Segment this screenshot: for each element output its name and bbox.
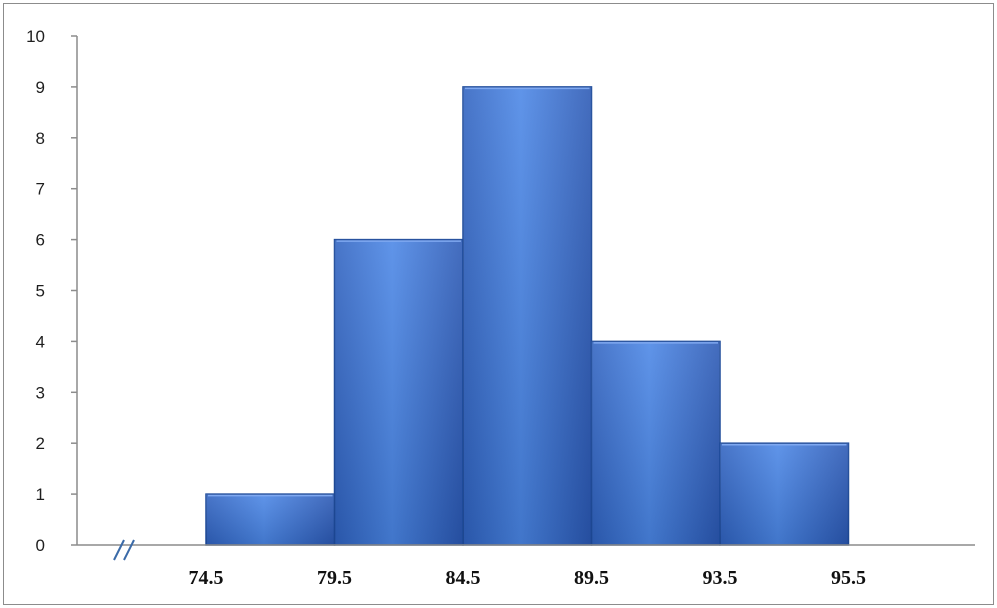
y-tick-label: 8 bbox=[36, 129, 45, 148]
x-tick-label: 93.5 bbox=[703, 567, 738, 589]
bar-shade bbox=[206, 494, 335, 545]
bar-shade bbox=[334, 239, 463, 545]
bar-shade bbox=[720, 443, 849, 545]
histogram-bar bbox=[462, 86, 593, 546]
x-tick-label: 74.5 bbox=[189, 567, 224, 589]
bar-shade bbox=[591, 341, 720, 545]
y-tick-label: 2 bbox=[36, 434, 45, 453]
histogram-bar bbox=[590, 340, 721, 546]
y-tick-label: 1 bbox=[36, 485, 45, 504]
histogram-bar bbox=[333, 238, 464, 546]
x-tick-label: 84.5 bbox=[446, 567, 481, 589]
x-axis-ticks: 74.5 79.5 84.5 89.5 93.5 95.5 bbox=[189, 567, 867, 589]
y-tick-label: 9 bbox=[36, 78, 45, 97]
y-axis-ticks: 0 1 2 3 4 5 6 7 8 9 10 bbox=[26, 27, 77, 555]
y-tick-label: 10 bbox=[26, 27, 45, 46]
bar-shade bbox=[463, 86, 592, 546]
axis-break-mark bbox=[113, 539, 135, 561]
y-tick-label: 4 bbox=[36, 332, 45, 351]
y-tick-label: 3 bbox=[36, 383, 45, 402]
y-tick-label: 0 bbox=[36, 536, 45, 555]
x-tick-label: 79.5 bbox=[317, 567, 352, 589]
histogram-bar bbox=[205, 493, 336, 546]
x-tick-label: 89.5 bbox=[574, 567, 609, 589]
histogram-bar bbox=[719, 442, 850, 546]
y-tick-label: 7 bbox=[36, 180, 45, 199]
y-tick-label: 5 bbox=[36, 282, 45, 301]
bars-group bbox=[205, 86, 850, 546]
x-tick-label: 95.5 bbox=[831, 567, 866, 589]
y-tick-label: 6 bbox=[36, 231, 45, 250]
